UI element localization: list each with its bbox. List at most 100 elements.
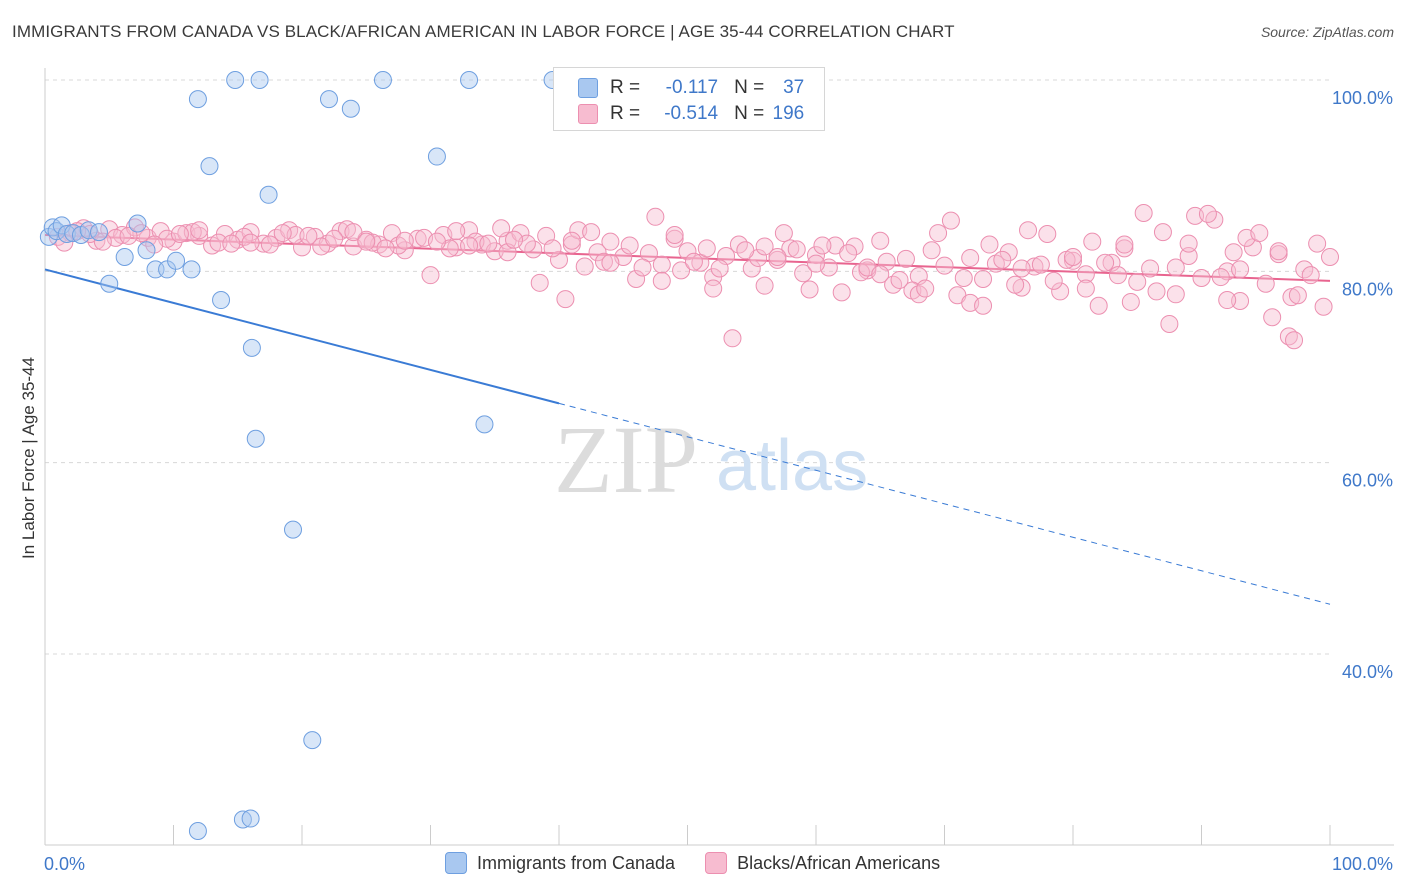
legend-n-label: N = (734, 103, 765, 124)
point-black (601, 232, 620, 251)
point-black (1153, 223, 1172, 242)
point-canada (128, 214, 147, 233)
point-black (736, 241, 755, 260)
point-black (1115, 235, 1134, 254)
point-black (1089, 296, 1108, 315)
point-black (755, 237, 774, 256)
point-black (1231, 260, 1250, 279)
legend-row-black: R = -0.514 N = 196 (578, 102, 804, 126)
point-black (774, 224, 793, 243)
point-black (421, 266, 440, 285)
point-black (742, 259, 761, 278)
point-black (1314, 297, 1333, 316)
point-black (395, 231, 414, 250)
y-tick-label: 100.0% (1332, 88, 1393, 108)
point-black (704, 279, 723, 298)
point-black (556, 290, 575, 309)
point-black (1038, 225, 1057, 244)
point-black (896, 249, 915, 268)
series-legend: Immigrants from Canada Blacks/African Am… (445, 852, 970, 874)
point-black (1269, 242, 1288, 261)
point-black (1134, 203, 1153, 222)
point-black (594, 252, 613, 271)
point-canada (188, 821, 207, 840)
legend-item-black[interactable]: Blacks/African Americans (705, 852, 940, 874)
point-black (652, 255, 671, 274)
point-black (813, 236, 832, 255)
point-canada (259, 185, 278, 204)
point-canada (212, 291, 231, 310)
point-black (1211, 268, 1230, 287)
point-black (1160, 314, 1179, 333)
point-black (974, 296, 993, 315)
point-black (325, 229, 344, 248)
grid-lines (45, 79, 1330, 655)
point-black (331, 222, 350, 241)
point-black (601, 253, 620, 272)
point-black (1076, 279, 1095, 298)
point-canada (89, 223, 108, 242)
point-black (460, 236, 479, 255)
point-canada (475, 415, 494, 434)
point-black (1301, 266, 1320, 285)
point-black (1321, 247, 1339, 266)
point-black (781, 239, 800, 258)
legend-item-canada[interactable]: Immigrants from Canada (445, 852, 675, 874)
point-black (871, 265, 890, 284)
point-canada (427, 147, 446, 166)
source-label: Source: ZipAtlas.com (1260, 24, 1394, 40)
point-black (974, 269, 993, 288)
y-axis-label: In Labor Force | Age 35-44 (19, 357, 38, 559)
point-black (1250, 224, 1269, 243)
point-canada (233, 810, 252, 829)
point-black (447, 222, 466, 241)
data-points (39, 71, 1339, 840)
point-black (530, 273, 549, 292)
point-black (505, 230, 524, 249)
point-black (1308, 234, 1327, 253)
point-canada (250, 71, 269, 89)
point-black (627, 269, 646, 288)
point-canada (115, 247, 134, 266)
point-black (1231, 291, 1250, 310)
point-black (1179, 247, 1198, 266)
point-black (209, 233, 228, 252)
point-black (575, 257, 594, 276)
legend-swatch-canada (578, 78, 598, 98)
trend-line-canada-extension (558, 402, 1331, 605)
point-canada (319, 90, 338, 109)
point-black (344, 223, 363, 242)
point-black (1263, 308, 1282, 327)
legend-label-black: Blacks/African Americans (737, 852, 941, 873)
point-black (672, 261, 691, 280)
point-canada (241, 809, 260, 828)
point-black (260, 235, 279, 254)
point-black (800, 280, 819, 299)
point-canada (188, 90, 207, 109)
point-black (1141, 259, 1160, 278)
point-black (697, 239, 716, 258)
point-black (376, 239, 395, 258)
point-black (845, 237, 864, 256)
point-black (755, 276, 774, 295)
point-black (543, 239, 562, 258)
point-black (1192, 269, 1211, 288)
point-black (723, 329, 742, 348)
point-black (1096, 253, 1115, 272)
point-black (1019, 221, 1038, 240)
point-black (427, 232, 446, 251)
point-black (768, 247, 787, 266)
point-black (1224, 243, 1243, 262)
point-black (652, 271, 671, 290)
x-tick-label-min: 0.0% (44, 854, 85, 874)
point-black (479, 234, 498, 253)
point-black (1282, 288, 1301, 307)
point-black (646, 207, 665, 226)
point-black (170, 225, 189, 244)
point-black (562, 231, 581, 250)
legend-n-value-canada: 37 (783, 77, 805, 98)
point-black (871, 231, 890, 250)
legend-r-label: R = (610, 77, 641, 98)
legend-swatch-canada (445, 852, 467, 874)
